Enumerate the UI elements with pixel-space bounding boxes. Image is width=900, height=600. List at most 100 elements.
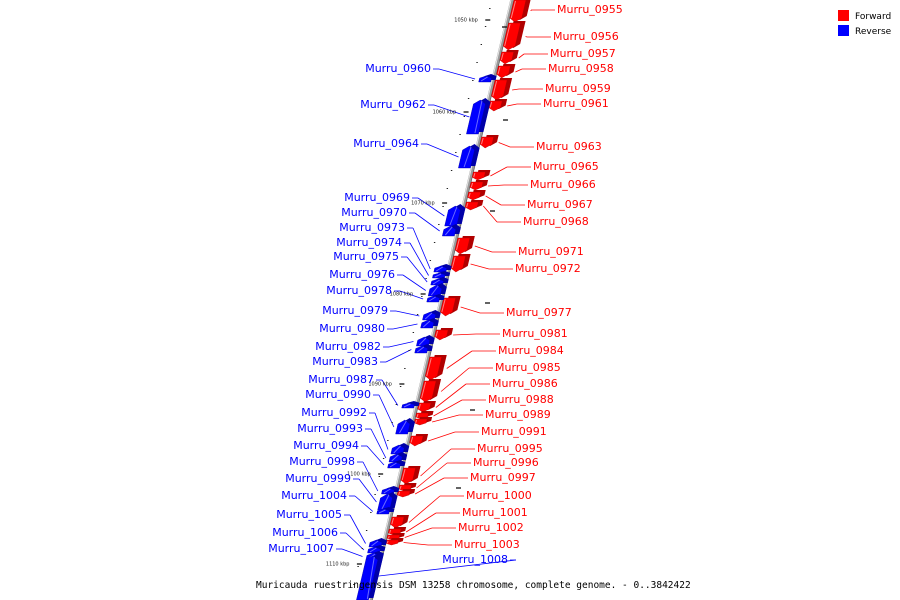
gene-Murru_0964[interactable] [458, 144, 480, 169]
gene-label-Murru_0999[interactable]: Murru_0999 [285, 472, 351, 485]
gene-Murru_0962[interactable] [466, 98, 491, 135]
gene-Murru_1003[interactable] [385, 538, 404, 546]
gene-label-Murru_0998[interactable]: Murru_0998 [289, 455, 355, 468]
gene-label-Murru_0962[interactable]: Murru_0962 [360, 98, 426, 111]
gene-label-Murru_0997[interactable]: Murru_0997 [470, 471, 536, 484]
gene-Murru_0959[interactable] [491, 78, 513, 101]
gene-label-Murru_0987[interactable]: Murru_0987 [308, 373, 374, 386]
gene-Murru_0967[interactable] [467, 190, 486, 201]
gene-Murru_0992[interactable] [390, 443, 410, 455]
gene-Murru_0966[interactable] [469, 180, 489, 191]
gene-Murru_0963[interactable] [479, 135, 499, 149]
gene-label-Murru_0968[interactable]: Murru_0968 [523, 215, 589, 228]
gene-label-Murru_0959[interactable]: Murru_0959 [545, 82, 611, 95]
gene-label-Murru_0991[interactable]: Murru_0991 [481, 425, 547, 438]
gene-label-Murru_0996[interactable]: Murru_0996 [473, 456, 539, 469]
gene-label-Murru_1002[interactable]: Murru_1002 [458, 521, 524, 534]
gene-Murru_0987[interactable] [401, 401, 420, 409]
gene-label-Murru_0955[interactable]: Murru_0955 [557, 3, 623, 16]
gene-Murru_0982[interactable] [416, 335, 435, 347]
gene-Murru_0957[interactable] [499, 50, 519, 65]
gene-Murru_0971[interactable] [454, 236, 475, 255]
gene-Murru_0995[interactable] [400, 466, 421, 485]
gene-label-Murru_0988[interactable]: Murru_0988 [488, 393, 554, 406]
gene-label-Murru_0974[interactable]: Murru_0974 [336, 236, 402, 249]
gene-label-Murru_0963[interactable]: Murru_0963 [536, 140, 602, 153]
gene-Murru_0968[interactable] [464, 200, 484, 211]
gene-label-Murru_0985[interactable]: Murru_0985 [495, 361, 561, 374]
gene-Murru_0961[interactable] [488, 99, 508, 112]
gene-Murru_0965[interactable] [471, 170, 491, 181]
gene-Murru_1008[interactable] [356, 554, 383, 600]
gene-label-Murru_1004[interactable]: Murru_1004 [281, 489, 347, 502]
gene-label-Murru_0984[interactable]: Murru_0984 [498, 344, 564, 357]
gene-label-Murru_1007[interactable]: Murru_1007 [268, 542, 334, 555]
gene-label-Murru_0986[interactable]: Murru_0986 [492, 377, 558, 390]
gene-label-Murru_0977[interactable]: Murru_0977 [506, 306, 572, 319]
gene-Murru_0980[interactable] [420, 318, 439, 329]
gene-Murru_0983[interactable] [414, 344, 433, 354]
gene-label-Murru_0965[interactable]: Murru_0965 [533, 160, 599, 173]
gene-label-Murru_0990[interactable]: Murru_0990 [305, 388, 371, 401]
gene-label-Murru_0979[interactable]: Murru_0979 [322, 304, 388, 317]
gene-Murru_0989[interactable] [413, 417, 433, 426]
gene-Murru_0972[interactable] [450, 254, 471, 273]
gene-label-Murru_0971[interactable]: Murru_0971 [518, 245, 584, 258]
gene-label-Murru_0966[interactable]: Murru_0966 [530, 178, 596, 191]
gene-label-Murru_0958[interactable]: Murru_0958 [548, 62, 614, 75]
gene-Murru_0956[interactable] [502, 21, 526, 51]
gene-label-Murru_0969[interactable]: Murru_0969 [344, 191, 410, 204]
gene-Murru_0973[interactable] [433, 264, 452, 273]
gene-label-Murru_1000[interactable]: Murru_1000 [466, 489, 532, 502]
gene-Murru_0955[interactable] [509, 0, 531, 23]
gene-label-Murru_0957[interactable]: Murru_0957 [550, 47, 616, 60]
gene-label-Murru_0981[interactable]: Murru_0981 [502, 327, 568, 340]
gene-Murru_0986[interactable] [417, 401, 436, 413]
gene-label-Murru_0995[interactable]: Murru_0995 [477, 442, 543, 455]
gene-label-Murru_0992[interactable]: Murru_0992 [301, 406, 367, 419]
gene-Murru_0981[interactable] [434, 328, 454, 341]
gene-label-Murru_0975[interactable]: Murru_0975 [333, 250, 399, 263]
gene-Murru_0985[interactable] [419, 379, 442, 403]
gene-label-Murru_0976[interactable]: Murru_0976 [329, 268, 395, 281]
gene-Murru_0998[interactable] [381, 486, 400, 495]
gene-label-Murru_0994[interactable]: Murru_0994 [293, 439, 359, 452]
gene-label-Murru_0970[interactable]: Murru_0970 [341, 206, 407, 219]
gene-Murru_0994[interactable] [387, 460, 406, 469]
gene-Murru_0993[interactable] [388, 452, 408, 463]
gene-Murru_1004[interactable] [376, 507, 395, 515]
gene-label-Murru_0993[interactable]: Murru_0993 [297, 422, 363, 435]
gene-Murru_1000[interactable] [390, 515, 409, 529]
gene-label-Murru_0982[interactable]: Murru_0982 [315, 340, 381, 353]
gene-Murru_0999[interactable] [377, 492, 398, 511]
gene-label-Murru_1008[interactable]: Murru_1008 [442, 553, 508, 566]
gene-Murru_0997[interactable] [396, 489, 416, 498]
gene-label-Murru_0964[interactable]: Murru_0964 [353, 137, 419, 150]
gene-label-Murru_0973[interactable]: Murru_0973 [339, 221, 405, 234]
gene-Murru_0990[interactable] [395, 418, 415, 435]
gene-label-Murru_0983[interactable]: Murru_0983 [312, 355, 378, 368]
gene-label-Murru_1003[interactable]: Murru_1003 [454, 538, 520, 551]
gene-label-Murru_1001[interactable]: Murru_1001 [462, 506, 528, 519]
gene-Murru_0970[interactable] [442, 224, 461, 237]
gene-Murru_0984[interactable] [425, 355, 447, 381]
gene-Murru_0991[interactable] [409, 434, 429, 447]
gene-Murru_0977[interactable] [440, 296, 461, 317]
gene-label-Murru_1005[interactable]: Murru_1005 [276, 508, 342, 521]
gene-Murru_0978[interactable] [426, 294, 445, 303]
gene-Murru_1005[interactable] [368, 538, 387, 548]
gene-label-Murru_0961[interactable]: Murru_0961 [543, 97, 609, 110]
gene-label-Murru_0960[interactable]: Murru_0960 [365, 62, 431, 75]
gene-Murru_0969[interactable] [444, 204, 466, 227]
gene-label-Murru_0980[interactable]: Murru_0980 [319, 322, 385, 335]
gene-Murru_0974[interactable] [432, 271, 451, 279]
gene-label-Murru_1006[interactable]: Murru_1006 [272, 526, 338, 539]
gene-label-Murru_0989[interactable]: Murru_0989 [485, 408, 551, 421]
gene-Murru_0979[interactable] [422, 310, 441, 321]
gene-label-Murru_0972[interactable]: Murru_0972 [515, 262, 581, 275]
gene-label-Murru_0978[interactable]: Murru_0978 [326, 284, 392, 297]
gene-label-Murru_0967[interactable]: Murru_0967 [527, 198, 593, 211]
gene-Murru_0958[interactable] [496, 64, 516, 79]
gene-label-Murru_0956[interactable]: Murru_0956 [553, 30, 619, 43]
gene-Murru_0960[interactable] [478, 74, 497, 83]
